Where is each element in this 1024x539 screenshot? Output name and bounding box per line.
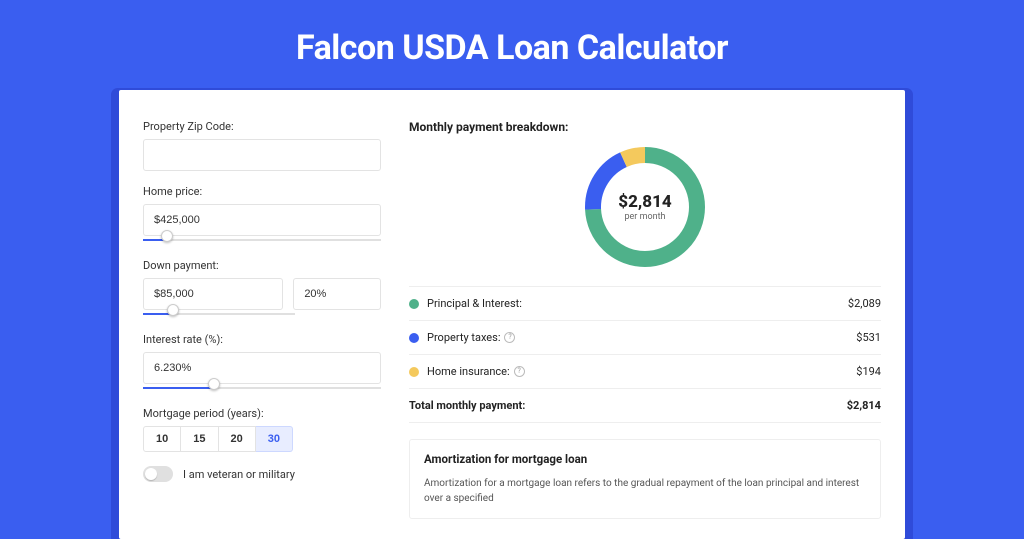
amortization-body: Amortization for a mortgage loan refers … xyxy=(424,476,866,506)
mortgage-period-field: Mortgage period (years): 10152030 xyxy=(143,407,381,452)
donut-wrap: $2,814 per month xyxy=(409,146,881,268)
interest-rate-slider[interactable] xyxy=(143,383,381,393)
veteran-field: I am veteran or military xyxy=(143,466,381,482)
down-payment-pct-input[interactable] xyxy=(293,278,381,310)
inputs-panel: Property Zip Code: Home price: Down paym… xyxy=(143,120,381,482)
legend-value: $194 xyxy=(856,365,881,378)
legend-row-tax: Property taxes:?$531 xyxy=(409,321,881,355)
zip-label: Property Zip Code: xyxy=(143,120,381,133)
breakdown-panel: Monthly payment breakdown: $2,814 per mo… xyxy=(409,120,881,519)
interest-rate-label: Interest rate (%): xyxy=(143,333,381,346)
legend-value: $2,089 xyxy=(848,297,881,310)
home-price-label: Home price: xyxy=(143,185,381,198)
mortgage-period-options: 10152030 xyxy=(143,426,381,452)
info-icon[interactable]: ? xyxy=(504,332,515,343)
home-price-slider[interactable] xyxy=(143,235,381,245)
zip-field: Property Zip Code: xyxy=(143,120,381,171)
interest-rate-input[interactable] xyxy=(143,352,381,384)
legend-row-total: Total monthly payment:$2,814 xyxy=(409,389,881,423)
interest-rate-field: Interest rate (%): xyxy=(143,333,381,393)
home-price-field: Home price: xyxy=(143,185,381,245)
legend-value: $531 xyxy=(856,331,881,344)
home-price-input[interactable] xyxy=(143,204,381,236)
info-icon[interactable]: ? xyxy=(514,366,525,377)
mortgage-period-option-10[interactable]: 10 xyxy=(143,426,181,452)
breakdown-legend: Principal & Interest:$2,089Property taxe… xyxy=(409,286,881,423)
veteran-label: I am veteran or military xyxy=(183,468,295,481)
breakdown-title: Monthly payment breakdown: xyxy=(409,120,881,134)
page-title: Falcon USDA Loan Calculator xyxy=(296,28,728,68)
down-payment-slider[interactable] xyxy=(143,309,295,319)
legend-row-ins: Home insurance:?$194 xyxy=(409,355,881,389)
down-payment-field: Down payment: xyxy=(143,259,381,319)
mortgage-period-option-15[interactable]: 15 xyxy=(181,426,218,452)
mortgage-period-option-30[interactable]: 30 xyxy=(256,426,293,452)
legend-total-label: Total monthly payment: xyxy=(409,399,847,412)
down-payment-label: Down payment: xyxy=(143,259,381,272)
legend-label: Property taxes:? xyxy=(427,331,856,344)
veteran-toggle[interactable] xyxy=(143,466,173,482)
zip-input[interactable] xyxy=(143,139,381,171)
payment-donut-chart: $2,814 per month xyxy=(584,146,706,268)
legend-label: Home insurance:? xyxy=(427,365,856,378)
amortization-title: Amortization for mortgage loan xyxy=(424,452,866,466)
mortgage-period-option-20[interactable]: 20 xyxy=(219,426,256,452)
amortization-card: Amortization for mortgage loan Amortizat… xyxy=(409,439,881,519)
legend-label: Principal & Interest: xyxy=(427,297,848,310)
calculator-card: Property Zip Code: Home price: Down paym… xyxy=(119,90,905,539)
donut-sub: per month xyxy=(624,212,665,222)
down-payment-amount-input[interactable] xyxy=(143,278,283,310)
legend-total-value: $2,814 xyxy=(847,399,881,412)
legend-dot-icon xyxy=(409,333,419,343)
legend-row-pi: Principal & Interest:$2,089 xyxy=(409,287,881,321)
mortgage-period-label: Mortgage period (years): xyxy=(143,407,381,420)
donut-amount: $2,814 xyxy=(618,192,671,212)
legend-dot-icon xyxy=(409,367,419,377)
legend-dot-icon xyxy=(409,299,419,309)
